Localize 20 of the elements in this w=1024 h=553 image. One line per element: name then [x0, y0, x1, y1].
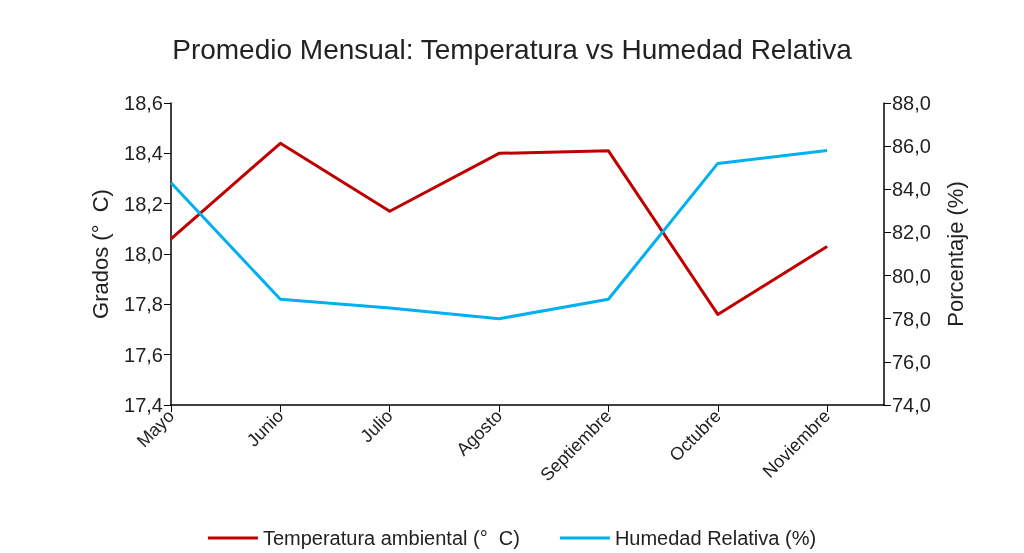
y2-axis-title: Porcentaje (%): [942, 181, 968, 327]
y2-tick-label: 84,0: [892, 178, 931, 201]
y-tick-label: 18,0: [124, 243, 163, 265]
y-axis-title: Grados (° C): [87, 189, 113, 319]
chart-title: Promedio Mensual: Temperatura vs Humedad Relativa: [172, 33, 853, 65]
y2-tick-label: 76,0: [892, 350, 931, 373]
y2-tick-label: 88,0: [892, 92, 931, 114]
y2-tick-label: 82,0: [892, 221, 931, 244]
y2-tick-label: 74,0: [892, 394, 931, 416]
y2-tick-label: 86,0: [892, 135, 931, 158]
y2-tick-label: 78,0: [892, 307, 931, 330]
y-tick-label: 18,4: [124, 142, 163, 165]
y2-tick-label: 80,0: [892, 264, 931, 287]
x-tick-label: Julio: [356, 405, 397, 447]
legend-label: Humedad Relativa (%): [614, 527, 817, 549]
y-tick-label: 17,6: [124, 343, 163, 366]
y-tick-label: 18,2: [124, 192, 163, 215]
legend-label: Temperatura ambiental (° C): [262, 527, 520, 549]
y-tick-label: 17,8: [124, 293, 163, 316]
y-tick-label: 18,6: [124, 92, 163, 114]
